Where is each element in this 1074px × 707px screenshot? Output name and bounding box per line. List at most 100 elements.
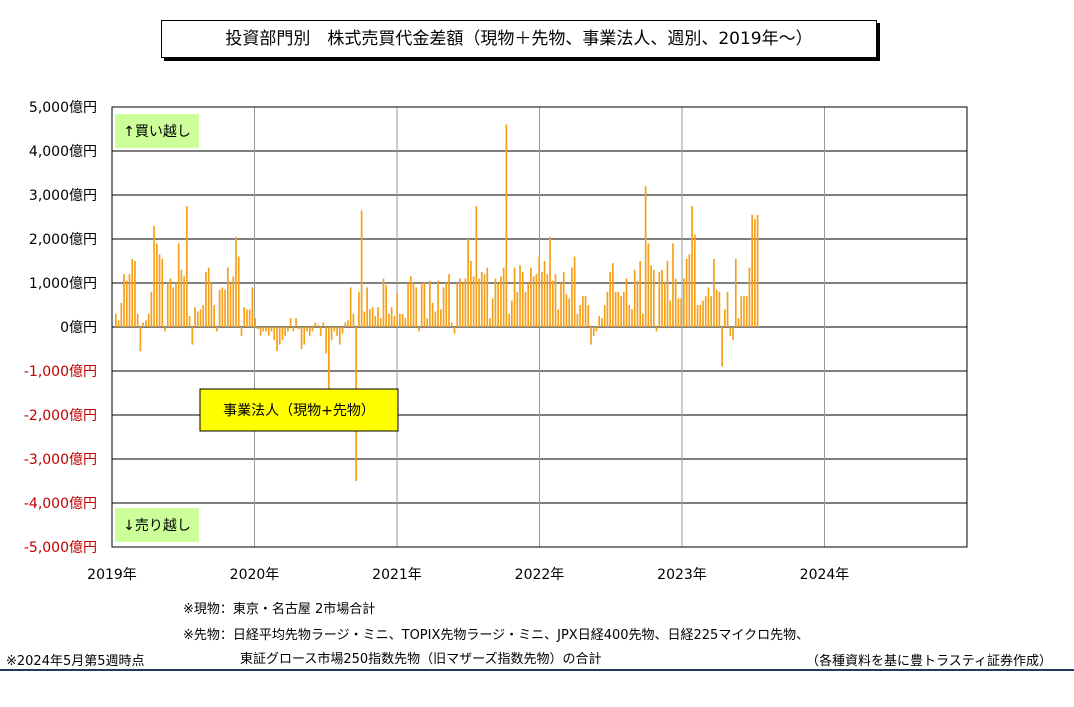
bar xyxy=(516,291,519,327)
y-tick-label: -2,000億円 xyxy=(24,408,97,424)
buy-label: ↑買い越し xyxy=(123,124,191,140)
sell-label: ↓売り越し xyxy=(123,518,191,534)
bar xyxy=(472,276,475,327)
bar xyxy=(606,291,609,327)
bar xyxy=(188,316,191,327)
bar xyxy=(297,327,300,330)
bar xyxy=(221,287,224,327)
bar xyxy=(278,327,281,345)
bar xyxy=(543,261,546,327)
bar xyxy=(576,313,579,327)
bar xyxy=(508,313,510,327)
bar xyxy=(229,283,232,327)
bar xyxy=(194,307,196,327)
bar xyxy=(300,327,303,349)
y-tick-label: 5,000億円 xyxy=(29,100,97,116)
bar xyxy=(715,289,718,327)
bar xyxy=(603,305,606,327)
bar xyxy=(486,267,489,327)
bar xyxy=(459,278,461,327)
bar xyxy=(120,302,123,327)
bar xyxy=(737,318,740,327)
bar xyxy=(601,318,603,327)
bar xyxy=(442,287,445,327)
futures-note-line1: ※先物：日経平均先物ラージ・ミニ、TOPIX先物ラージ・ミニ、JPX日経400先… xyxy=(183,628,810,643)
bar xyxy=(415,287,418,327)
bar xyxy=(273,327,276,341)
bar xyxy=(207,267,210,327)
bar xyxy=(721,327,723,367)
bar xyxy=(500,276,502,327)
bar xyxy=(317,324,319,327)
bar xyxy=(633,269,636,327)
bar xyxy=(729,327,732,336)
y-tick-label: -4,000億円 xyxy=(24,496,97,512)
bar xyxy=(205,272,207,327)
bar xyxy=(341,327,344,334)
bar xyxy=(652,269,655,327)
bar xyxy=(374,316,377,327)
bar xyxy=(235,236,237,327)
bar xyxy=(147,313,150,327)
bar xyxy=(620,296,622,327)
bar xyxy=(371,307,374,327)
bar xyxy=(699,305,702,327)
bar xyxy=(358,291,360,327)
futures-note-line2: 東証グロース市場250指数先物（旧マザーズ指数先物）の合計 xyxy=(240,652,602,667)
bar xyxy=(237,256,240,327)
bar xyxy=(292,327,295,332)
bar xyxy=(401,313,404,327)
bar xyxy=(418,327,420,332)
bar xyxy=(155,243,158,327)
bar xyxy=(426,318,429,327)
x-tick-label: 2024年 xyxy=(800,567,850,583)
bar xyxy=(145,320,147,327)
bar xyxy=(407,283,409,327)
chart-title: 投資部門別 株式売買代金差額（現物＋先物、事業法人、週別、2019年～） xyxy=(161,20,877,58)
bar xyxy=(289,318,292,327)
bar xyxy=(696,305,699,327)
sell-label-box xyxy=(115,508,199,542)
bar xyxy=(571,267,573,327)
plot-border xyxy=(111,106,968,548)
bar xyxy=(598,316,601,327)
y-tick-label: 0億円 xyxy=(60,320,97,336)
bar xyxy=(276,327,278,352)
x-tick-label: 2020年 xyxy=(230,567,280,583)
bar xyxy=(704,296,707,327)
y-tick-label: -5,000億円 xyxy=(24,540,97,556)
bar xyxy=(581,296,584,327)
bar xyxy=(218,289,221,327)
bar xyxy=(513,267,516,327)
bar xyxy=(732,327,734,341)
bar xyxy=(590,327,592,345)
bar xyxy=(177,243,180,327)
y-tick-label: 2,000億円 xyxy=(29,232,97,248)
bar xyxy=(240,327,243,336)
bar xyxy=(480,272,483,327)
bar xyxy=(743,296,745,327)
bar xyxy=(303,327,306,345)
bar xyxy=(685,258,688,327)
bar xyxy=(251,287,254,327)
bar xyxy=(587,305,590,327)
bar xyxy=(617,291,620,327)
bar xyxy=(434,311,437,327)
bar xyxy=(551,280,554,327)
bar xyxy=(538,256,540,327)
bar xyxy=(117,320,120,327)
bar xyxy=(702,300,704,327)
bar xyxy=(232,276,235,327)
bar xyxy=(131,258,134,327)
bar xyxy=(385,285,388,327)
y-tick-label: -1,000億円 xyxy=(24,364,97,380)
bar xyxy=(431,302,434,327)
bar xyxy=(379,318,382,327)
bar xyxy=(724,309,726,327)
bar xyxy=(748,267,751,327)
bar xyxy=(680,298,682,327)
bar xyxy=(284,327,287,336)
bar xyxy=(270,327,273,332)
bar xyxy=(308,327,311,336)
bar xyxy=(546,274,549,327)
